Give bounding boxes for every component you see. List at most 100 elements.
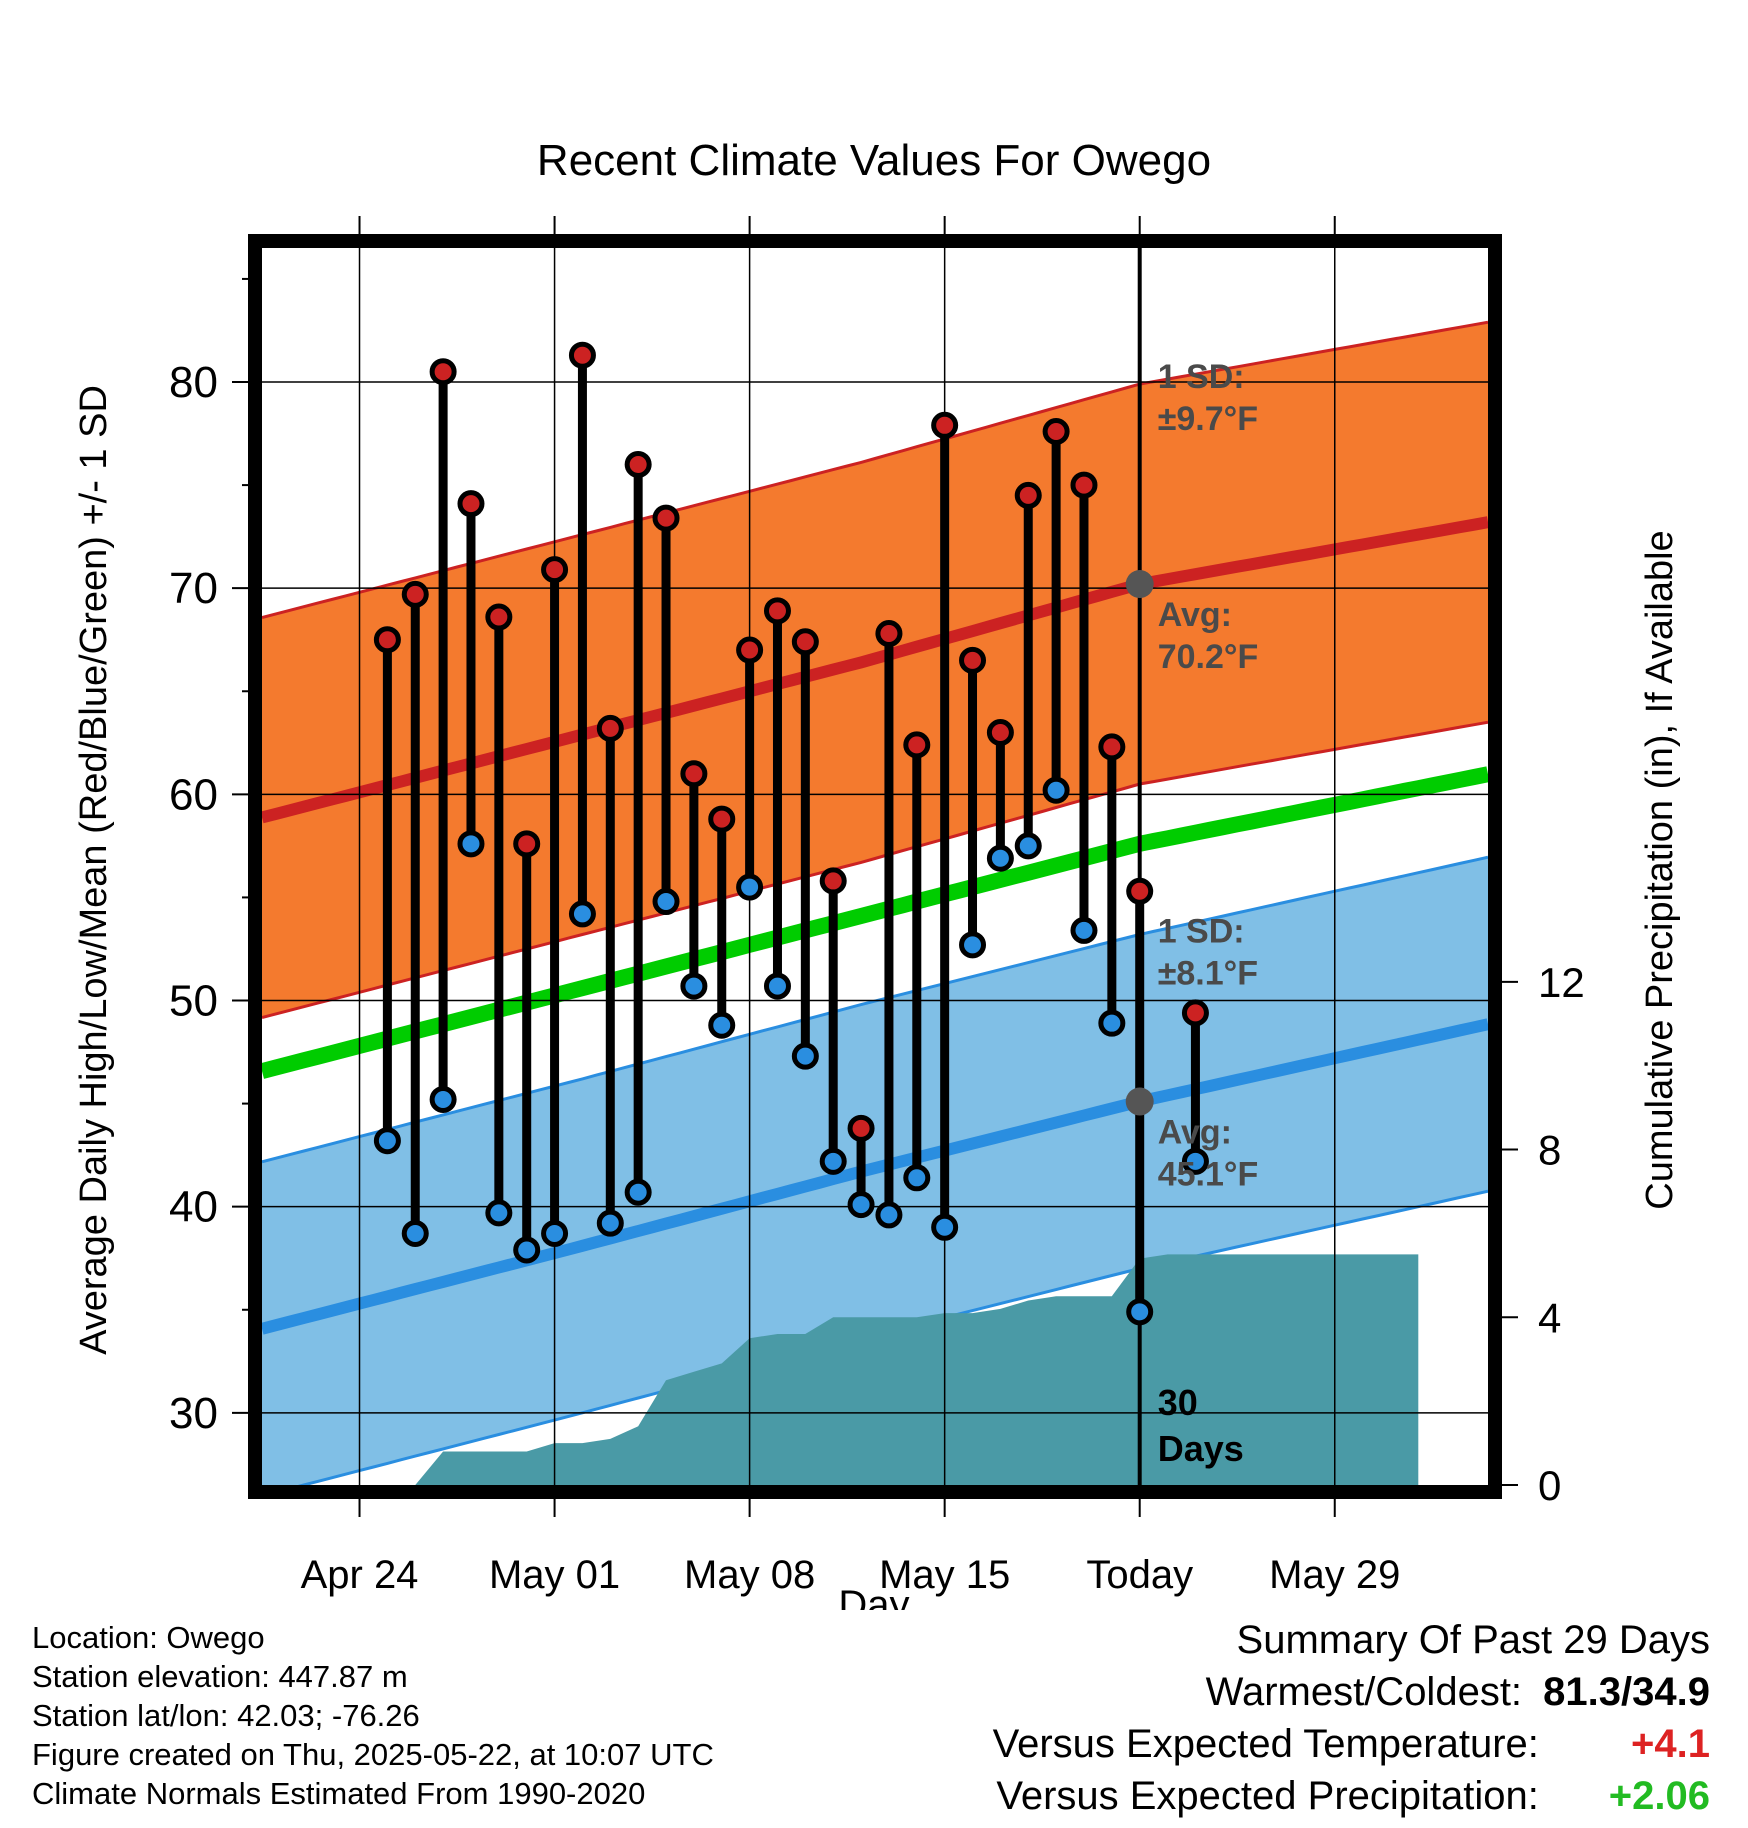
high-sd-value: ±9.7°F (1158, 400, 1258, 438)
latlon-text: Station lat/lon: 42.03; -76.26 (32, 1698, 420, 1733)
y-tick-label: 70 (169, 564, 218, 613)
low-temp-point (791, 1042, 819, 1070)
high-temp-point (1042, 417, 1070, 445)
low-temp-point (457, 830, 485, 858)
temp-departure-row: Versus Expected Temperature: +4.1 (993, 1718, 1710, 1770)
precip-departure-value: +2.06 (1608, 1774, 1710, 1818)
low-temp-point (736, 873, 764, 901)
high-temp-point (457, 490, 485, 518)
high-temp-point (429, 358, 457, 386)
low-temp-point (1014, 832, 1042, 860)
high-temp-point (1098, 733, 1126, 761)
high-temp-point (763, 597, 791, 625)
high-normal-band (262, 322, 1488, 1018)
plot-area (262, 248, 1488, 1485)
precip-departure-row: Versus Expected Precipitation: +2.06 (993, 1770, 1710, 1822)
high-temp-point (931, 411, 959, 439)
today-high-avg-marker (1125, 570, 1154, 599)
high-sd-label: 1 SD: (1158, 358, 1245, 396)
today-low-avg-marker (1125, 1087, 1154, 1116)
high-temp-point (903, 731, 931, 759)
low-temp-point (763, 972, 791, 1000)
low-temp-point (596, 1209, 624, 1237)
summary-panel: Summary Of Past 29 Days Warmest/Coldest:… (993, 1614, 1710, 1822)
high-normal-lower-sd (262, 720, 1488, 1019)
low-temp-point (708, 1011, 736, 1039)
low-temp-point (847, 1191, 875, 1219)
y2-tick-label: 4 (1538, 1294, 1561, 1341)
high-temp-point (401, 580, 429, 608)
low-temp-point (568, 900, 596, 928)
station-info: Location: Owego Station elevation: 447.8… (32, 1618, 714, 1813)
high-temp-point (373, 626, 401, 654)
days-count: 30 (1158, 1382, 1198, 1423)
days-label: Days (1158, 1428, 1244, 1469)
low-temp-point (1042, 776, 1070, 804)
low-temp-point (1070, 916, 1098, 944)
warm-cold-label: Warmest/Coldest: (1205, 1670, 1523, 1714)
low-sd-label: 1 SD: (1158, 913, 1245, 951)
normals-text: Climate Normals Estimated From 1990-2020 (32, 1776, 646, 1811)
high-temp-point (736, 636, 764, 664)
high-temp-point (624, 450, 652, 478)
high-temp-point (1126, 877, 1154, 905)
low-temp-point (1126, 1298, 1154, 1326)
low-temp-point (485, 1199, 513, 1227)
normal-high-line (262, 516, 1488, 824)
high-avg-label: Avg: (1158, 596, 1232, 634)
low-sd-value: ±8.1°F (1158, 955, 1258, 993)
y-tick-label: 50 (169, 977, 218, 1026)
low-temp-point (401, 1219, 429, 1247)
high-avg-value: 70.2°F (1158, 638, 1259, 676)
x-axis-label: Day (838, 1583, 909, 1610)
x-tick-label: Today (1086, 1553, 1193, 1597)
y2-axis-label: Cumulative Precipitation (in), If Availa… (1639, 530, 1681, 1209)
low-temp-point (875, 1201, 903, 1229)
low-temp-point (903, 1164, 931, 1192)
low-temp-point (1098, 1009, 1126, 1037)
warm-cold-row: Warmest/Coldest: 81.3/34.9 (993, 1666, 1710, 1718)
high-temp-point (959, 646, 987, 674)
high-temp-point (680, 760, 708, 788)
high-temp-point (791, 628, 819, 656)
x-tick-label: May 15 (879, 1553, 1010, 1597)
high-temp-point (1181, 999, 1209, 1027)
y2-tick-label: 12 (1538, 959, 1585, 1006)
low-temp-point (680, 972, 708, 1000)
high-temp-point (513, 830, 541, 858)
high-temp-point (568, 341, 596, 369)
high-normal-upper-sd (262, 320, 1488, 620)
low-temp-point (1181, 1147, 1209, 1175)
normal-low-line (262, 1018, 1488, 1335)
low-temp-point (652, 888, 680, 916)
temp-departure-value: +4.1 (1631, 1722, 1710, 1766)
x-tick-label: Apr 24 (301, 1553, 419, 1597)
x-tick-label: May 08 (684, 1553, 815, 1597)
low-temp-point (986, 844, 1014, 872)
y2-tick-label: 0 (1538, 1462, 1561, 1509)
low-temp-point (624, 1178, 652, 1206)
high-temp-point (819, 867, 847, 895)
temp-departure-label: Versus Expected Temperature: (992, 1722, 1539, 1766)
precip-area (415, 1254, 1419, 1485)
low-temp-point (513, 1236, 541, 1264)
climate-chart: Recent Climate Values For Owego 1 SD: ±9.… (73, 136, 1681, 1610)
low-temp-point (819, 1147, 847, 1175)
y-axis-label: Average Daily High/Low/Mean (Red/Blue/Gr… (73, 385, 115, 1355)
x-tick-label: May 01 (489, 1553, 620, 1597)
high-temp-point (875, 620, 903, 648)
plot-frame (248, 234, 1502, 1499)
low-temp-point (373, 1127, 401, 1155)
y-tick-label: 30 (169, 1389, 218, 1438)
low-temp-point (541, 1219, 569, 1247)
location-text: Location: Owego (32, 1620, 265, 1655)
chart-title: Recent Climate Values For Owego (537, 136, 1211, 185)
high-temp-point (847, 1114, 875, 1142)
precip-departure-label: Versus Expected Precipitation: (996, 1774, 1539, 1818)
low-temp-point (931, 1213, 959, 1241)
high-temp-point (708, 805, 736, 833)
low-avg-value: 45.1°F (1158, 1156, 1259, 1194)
y-tick-label: 60 (169, 770, 218, 819)
high-temp-point (652, 504, 680, 532)
y-tick-label: 80 (169, 358, 218, 407)
